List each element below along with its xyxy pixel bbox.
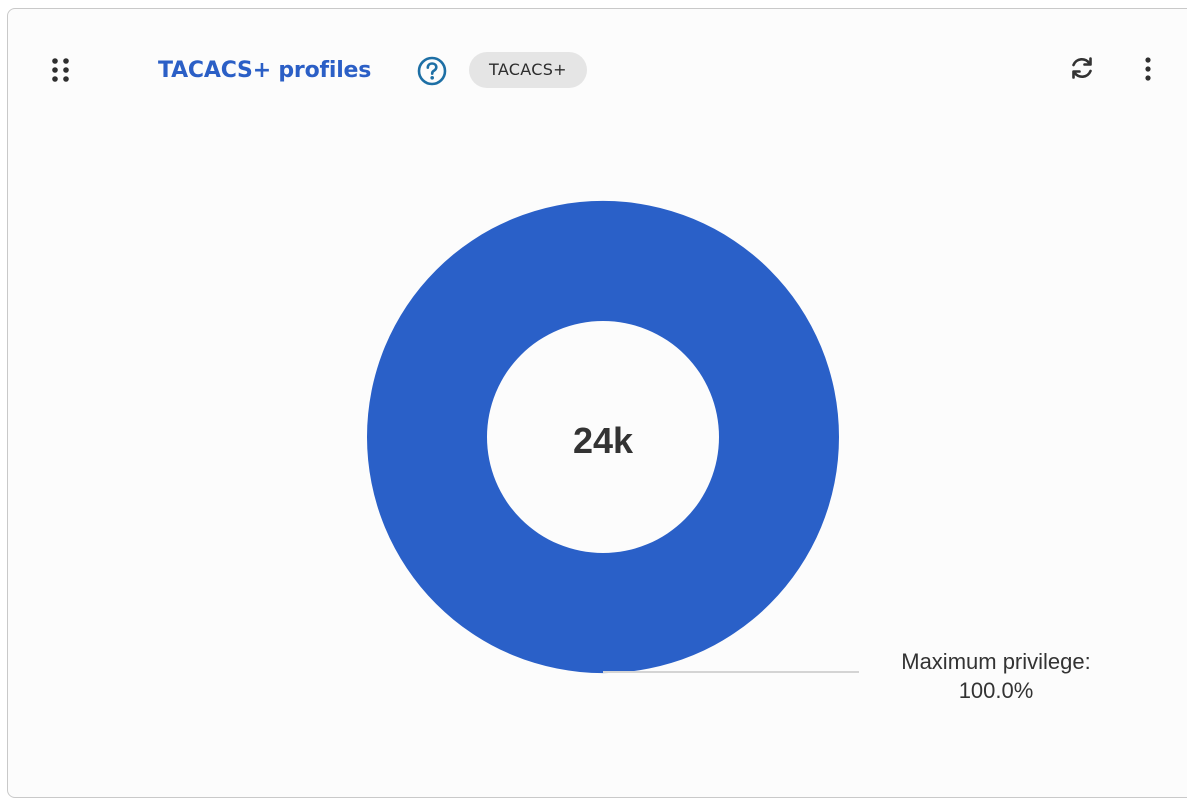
protocol-badge: TACACS+ [469, 52, 587, 88]
widget-title[interactable]: TACACS+ profiles [158, 58, 372, 83]
center-total-value: 24k [573, 420, 634, 461]
refresh-icon[interactable] [1067, 53, 1097, 83]
donut-chart: 24k Maximum privilege: 100.0% [366, 200, 1091, 703]
more-vert-icon[interactable] [1138, 53, 1158, 85]
drag-handle-icon[interactable] [50, 53, 72, 93]
slice-label-name: Maximum privilege: [901, 649, 1091, 674]
widget-header: TACACS+ profiles TACACS+ [8, 9, 1187, 129]
tacacs-profiles-widget: TACACS+ profiles TACACS+ [7, 8, 1187, 798]
slice-label-percent: 100.0% [959, 678, 1034, 703]
donut-slices [366, 200, 839, 674]
help-icon[interactable] [416, 55, 448, 87]
donut-slice-0[interactable] [366, 200, 839, 674]
